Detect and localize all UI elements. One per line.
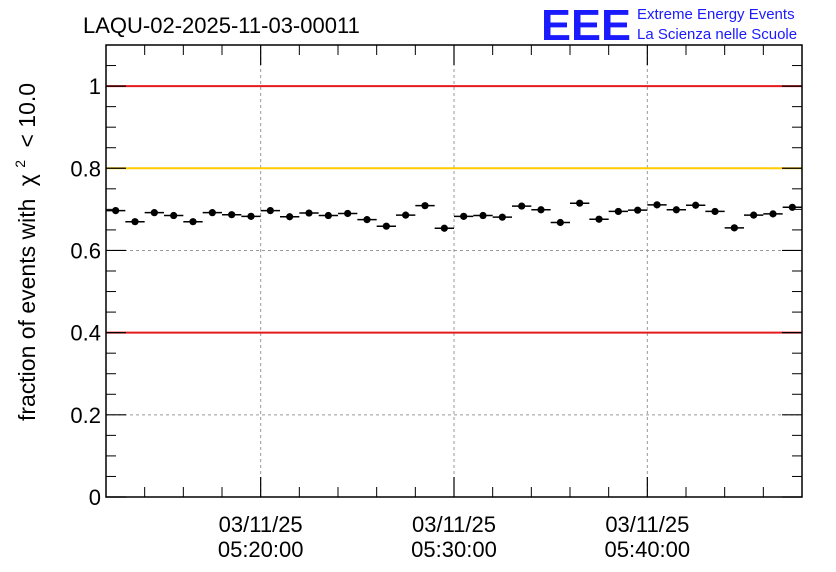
reference-lines xyxy=(106,85,802,334)
y-tick-label: 0.2 xyxy=(70,403,101,428)
y-axis-label-text: fraction of events with xyxy=(14,199,40,421)
data-point xyxy=(595,215,603,223)
data-point xyxy=(131,218,139,226)
x-tick-labels: 03/11/2505:20:0003/11/2505:30:0003/11/25… xyxy=(218,512,690,562)
y-tick-label: 0 xyxy=(89,485,101,510)
data-point xyxy=(382,222,390,230)
data-point xyxy=(672,206,680,214)
data-point xyxy=(208,209,216,217)
y-tick-label: 0.4 xyxy=(70,321,101,346)
y-axis-label: fraction of events with χ 2 < 10.0 xyxy=(4,83,40,421)
data-point xyxy=(556,218,564,227)
data-point xyxy=(498,213,506,221)
y-axis-label-chi: χ xyxy=(14,174,40,186)
y-tick-label: 0.6 xyxy=(70,238,101,263)
y-axis-label-cut: < 10.0 xyxy=(14,83,40,148)
eee-logo-line1: Extreme Energy Events xyxy=(637,6,795,23)
x-tick-label-time: 05:20:00 xyxy=(218,537,304,562)
x-tick-label-date: 03/11/25 xyxy=(412,512,496,537)
data-point xyxy=(750,211,758,219)
data-point xyxy=(228,211,236,219)
data-point xyxy=(247,212,255,220)
data-point xyxy=(266,206,274,215)
data-point xyxy=(730,224,738,232)
data-points xyxy=(106,199,802,232)
grid-lines xyxy=(106,45,802,497)
data-point xyxy=(479,211,487,220)
x-tick-label-time: 05:40:00 xyxy=(605,537,691,562)
data-point xyxy=(460,212,468,220)
y-axis-label-sup: 2 xyxy=(12,160,28,168)
data-point xyxy=(653,201,661,209)
data-point xyxy=(150,209,158,217)
x-tick-label-time: 05:30:00 xyxy=(411,537,497,562)
data-point xyxy=(305,209,313,217)
data-point xyxy=(286,213,294,221)
data-point xyxy=(421,202,429,210)
data-point xyxy=(537,206,545,214)
data-point xyxy=(112,206,120,215)
x-tick-label-date: 03/11/25 xyxy=(605,512,689,537)
data-point xyxy=(692,201,700,209)
data-point xyxy=(576,199,584,207)
data-point xyxy=(518,202,526,210)
y-tick-label: 1 xyxy=(89,74,101,99)
data-point xyxy=(363,216,371,224)
chart-title: LAQU-02-2025-11-03-00011 xyxy=(83,13,360,38)
eee-logo-letters: EEE xyxy=(541,1,631,50)
data-point xyxy=(769,210,777,218)
data-point xyxy=(170,211,178,220)
y-tick-label: 0.8 xyxy=(70,156,101,181)
data-point xyxy=(440,224,448,232)
eee-logo: EEE Extreme Energy Events La Scienza nel… xyxy=(541,1,797,50)
data-point xyxy=(614,207,622,216)
eee-logo-line2: La Scienza nelle Scuole xyxy=(637,26,797,43)
x-tick-label-date: 03/11/25 xyxy=(219,512,303,537)
data-point xyxy=(711,207,719,216)
data-point xyxy=(402,211,410,219)
data-point xyxy=(324,211,332,220)
axis-ticks xyxy=(106,44,802,498)
data-point xyxy=(634,206,642,214)
data-point xyxy=(344,209,352,218)
y-tick-labels: 0 0.2 0.4 0.6 0.8 1 xyxy=(70,74,101,510)
data-point xyxy=(189,218,197,226)
